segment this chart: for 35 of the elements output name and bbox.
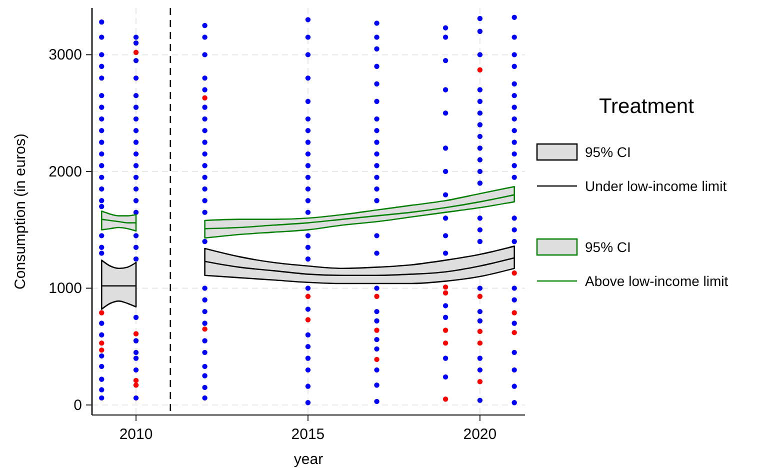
- point: [133, 50, 139, 55]
- point: [305, 317, 311, 322]
- y-tick-label: 0: [74, 396, 82, 414]
- point: [99, 310, 104, 316]
- point: [202, 326, 208, 332]
- y-axis-title: Consumption (in euros): [12, 134, 29, 290]
- point: [99, 340, 104, 346]
- legend-label: Under low-income limit: [585, 178, 727, 194]
- point: [512, 310, 517, 316]
- point: [133, 378, 139, 384]
- point: [477, 67, 483, 72]
- point: [477, 328, 483, 334]
- point: [477, 340, 483, 346]
- x-axis-title: year: [294, 451, 324, 468]
- x-tick-label: 2020: [463, 426, 497, 443]
- point: [512, 330, 517, 336]
- y-tick-label: 2000: [48, 163, 82, 180]
- point: [442, 396, 448, 402]
- point: [133, 382, 139, 388]
- point: [442, 340, 448, 346]
- y-tick-label: 1000: [48, 280, 82, 298]
- point: [477, 379, 483, 384]
- point: [374, 356, 380, 362]
- point: [133, 331, 139, 336]
- point: [202, 95, 208, 100]
- text: 95% CI: [585, 144, 631, 160]
- point: [99, 347, 104, 353]
- text: 95% CI: [585, 239, 631, 255]
- point: [374, 328, 380, 333]
- point: [442, 328, 448, 333]
- x-tick-label: 2015: [291, 426, 325, 443]
- legend-title: Treatment: [599, 95, 694, 118]
- x-tick-label: 2010: [119, 426, 153, 443]
- legend-label: Above low-income limit: [585, 273, 728, 289]
- y-tick-label: 3000: [48, 46, 82, 64]
